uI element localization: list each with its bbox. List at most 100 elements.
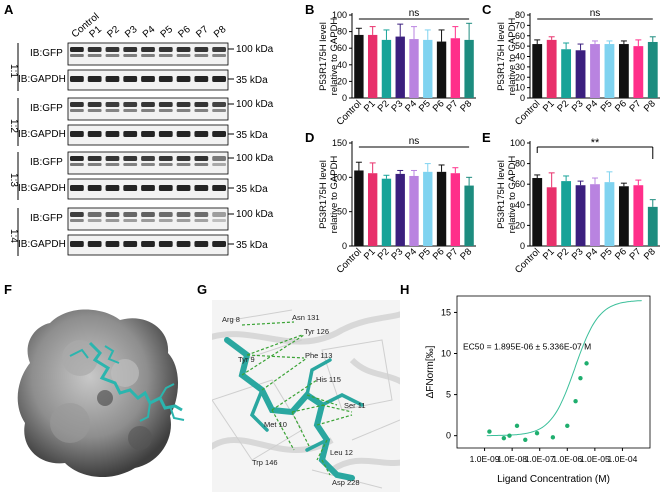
gfp-band xyxy=(176,102,191,107)
gapdh-band xyxy=(158,185,173,191)
gapdh-band xyxy=(158,131,173,137)
gapdh-band xyxy=(141,185,155,191)
gfp-band xyxy=(176,109,191,112)
ratio-label: 1:3 xyxy=(8,173,19,187)
data-point xyxy=(487,429,492,434)
bar xyxy=(618,186,629,246)
gfp-band xyxy=(105,102,120,107)
x-tick-label: Control xyxy=(513,246,542,275)
gapdh-band xyxy=(87,185,102,191)
y-axis-label-line1: P53R175H level xyxy=(496,160,507,229)
gfp-band xyxy=(194,54,209,57)
gfp-label: IB:GFP xyxy=(30,103,63,114)
significance-label: ns xyxy=(409,136,420,147)
residue-label: His 115 xyxy=(316,375,341,384)
gfp-band xyxy=(194,163,209,166)
mw-label-high: 100 kDa xyxy=(236,99,274,110)
y-tick-label: 20 xyxy=(515,72,525,82)
gfp-band xyxy=(158,102,173,107)
gapdh-band xyxy=(70,76,84,82)
y-tick-label: 15 xyxy=(441,307,451,317)
y-tick-label: 0 xyxy=(446,431,451,441)
gapdh-band xyxy=(212,131,226,137)
bar xyxy=(575,50,586,98)
gfp-band xyxy=(176,54,191,57)
protein-surface-image xyxy=(17,309,185,478)
y-tick-label: 0 xyxy=(520,241,525,251)
residue-label: Trp 146 xyxy=(252,458,278,467)
bar xyxy=(367,173,378,246)
gapdh-band xyxy=(212,76,226,82)
gapdh-label: IB:GAPDH xyxy=(18,129,66,140)
residue-label: Tyr 9 xyxy=(238,355,255,364)
gfp-band xyxy=(158,212,173,217)
bar xyxy=(381,39,392,98)
gfp-band xyxy=(194,102,209,107)
bar xyxy=(367,34,378,98)
bar xyxy=(464,39,474,98)
gapdh-band xyxy=(123,241,138,247)
data-point xyxy=(550,435,556,440)
bar xyxy=(436,41,447,98)
lane-label: P5 xyxy=(159,24,176,41)
plot-frame xyxy=(456,295,651,449)
y-tick-label: 10 xyxy=(441,349,451,359)
y-tick-label: 20 xyxy=(515,220,525,230)
bar xyxy=(381,178,392,246)
bar xyxy=(354,170,364,246)
gfp-band xyxy=(105,109,120,112)
gfp-band xyxy=(141,163,155,166)
gfp-label: IB:GFP xyxy=(30,157,63,168)
gfp-band xyxy=(70,102,84,107)
gfp-band xyxy=(158,47,173,52)
gfp-band xyxy=(141,219,155,222)
gapdh-band xyxy=(123,131,138,137)
y-tick-label: 60 xyxy=(515,179,525,189)
x-tick-label: 1.0E-09 xyxy=(470,454,500,464)
bar xyxy=(354,34,364,98)
x-tick-label: Control xyxy=(335,246,364,275)
gfp-band xyxy=(194,212,209,217)
gapdh-label: IB:GAPDH xyxy=(18,183,66,194)
y-axis-label-line2: relative to GAPDH xyxy=(329,18,340,96)
residue-label: Tyr 126 xyxy=(304,327,329,336)
gfp-band xyxy=(141,54,155,57)
gfp-band xyxy=(212,212,226,217)
bar xyxy=(647,206,658,246)
bar xyxy=(575,185,586,246)
gapdh-band xyxy=(105,185,120,191)
x-tick-label: 1.0E-08 xyxy=(497,454,527,464)
gfp-band xyxy=(141,109,155,112)
gapdh-band xyxy=(194,76,209,82)
gfp-band xyxy=(70,219,84,222)
y-tick-label: 50 xyxy=(337,207,347,217)
residue-label: Asn 131 xyxy=(292,313,320,322)
panel-label-b: B xyxy=(305,2,315,17)
bar xyxy=(423,171,433,246)
gfp-band xyxy=(123,47,138,52)
bar xyxy=(409,175,419,246)
mw-label-high: 100 kDa xyxy=(236,44,274,55)
residue-label: Leu 12 xyxy=(330,448,353,457)
gfp-label: IB:GFP xyxy=(30,48,63,59)
significance-label: ** xyxy=(591,137,600,149)
bar xyxy=(633,46,644,98)
y-axis-label-line2: relative to GAPDH xyxy=(507,18,518,96)
bar-chart-c: P53R175H level relative to GAPDH010203040… xyxy=(496,8,660,128)
gfp-band xyxy=(141,212,155,217)
gfp-band xyxy=(212,156,226,161)
gfp-band xyxy=(176,47,191,52)
significance-label: ns xyxy=(590,8,601,19)
gfp-band xyxy=(158,156,173,161)
gapdh-band xyxy=(176,185,191,191)
gfp-band xyxy=(70,54,84,57)
gapdh-band xyxy=(194,241,209,247)
bar xyxy=(532,44,543,98)
gfp-band xyxy=(123,102,138,107)
gapdh-label: IB:GAPDH xyxy=(18,239,66,250)
gfp-band xyxy=(87,219,102,222)
data-point xyxy=(523,437,528,442)
x-tick-label: P8 xyxy=(642,246,658,262)
gfp-band xyxy=(212,163,226,166)
bar xyxy=(409,39,419,98)
